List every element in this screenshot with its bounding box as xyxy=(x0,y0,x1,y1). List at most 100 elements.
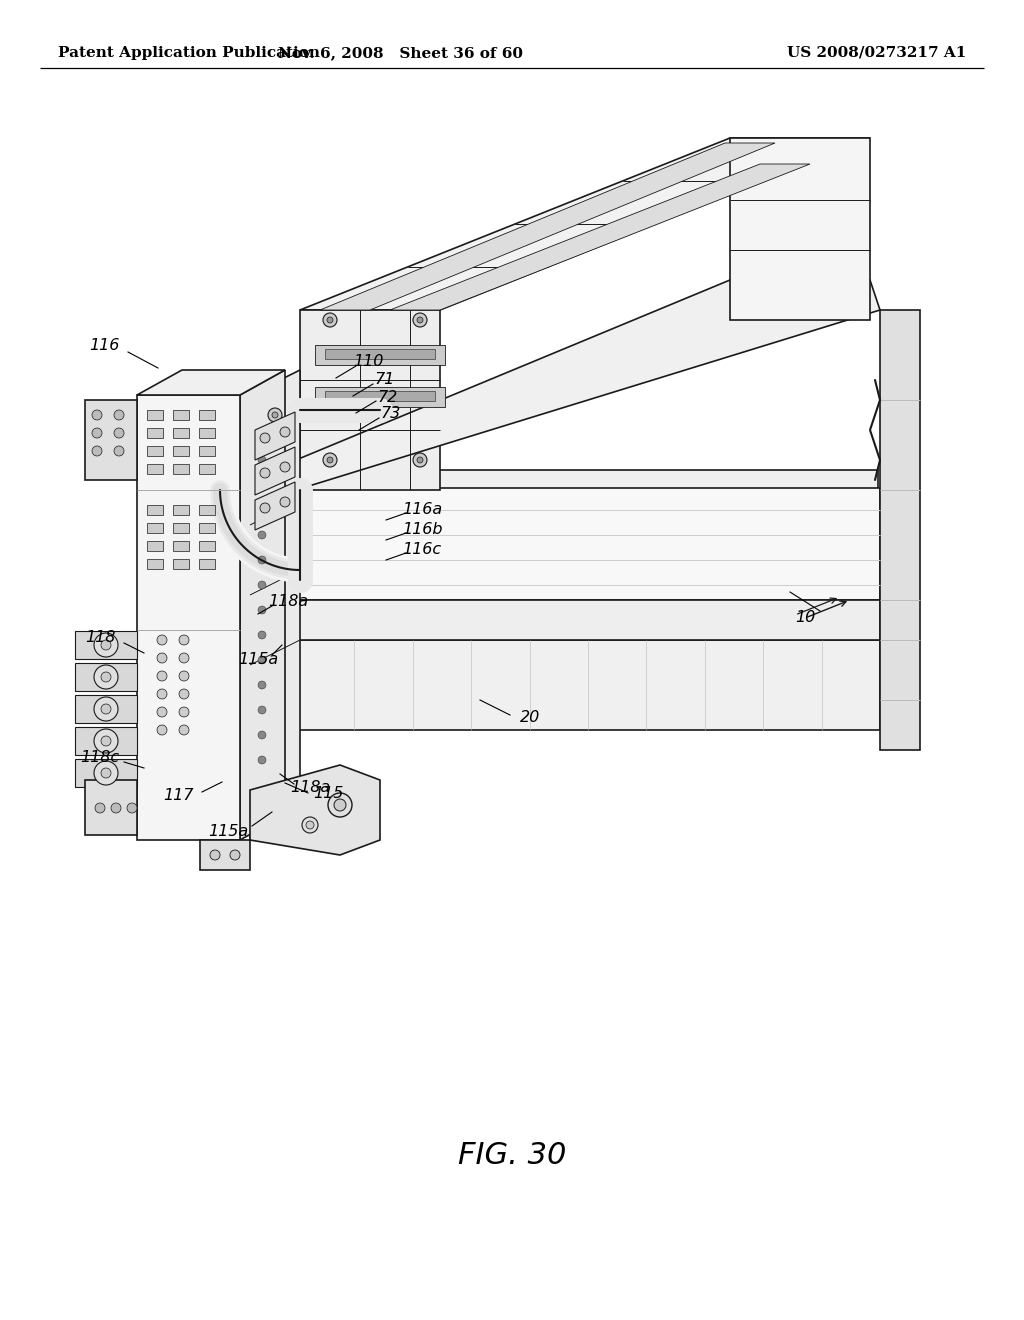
Circle shape xyxy=(111,803,121,813)
Bar xyxy=(199,428,215,438)
Circle shape xyxy=(258,581,266,589)
Circle shape xyxy=(258,531,266,539)
Circle shape xyxy=(157,708,167,717)
Circle shape xyxy=(260,503,270,513)
Polygon shape xyxy=(75,631,137,659)
Circle shape xyxy=(272,412,278,418)
Circle shape xyxy=(258,506,266,513)
Circle shape xyxy=(179,671,189,681)
Circle shape xyxy=(101,737,111,746)
Circle shape xyxy=(179,725,189,735)
Bar xyxy=(173,506,189,515)
Circle shape xyxy=(95,803,105,813)
Text: FIG. 30: FIG. 30 xyxy=(458,1140,566,1170)
Polygon shape xyxy=(75,759,137,787)
Circle shape xyxy=(328,793,352,817)
Circle shape xyxy=(327,457,333,463)
Circle shape xyxy=(179,653,189,663)
Text: 118a: 118a xyxy=(268,594,308,610)
Bar xyxy=(173,411,189,420)
Polygon shape xyxy=(390,164,810,310)
Circle shape xyxy=(258,706,266,714)
Circle shape xyxy=(92,411,102,420)
Text: 117: 117 xyxy=(163,788,194,804)
Circle shape xyxy=(92,446,102,455)
Bar xyxy=(147,541,163,550)
Circle shape xyxy=(302,817,318,833)
Circle shape xyxy=(258,631,266,639)
Circle shape xyxy=(114,411,124,420)
Circle shape xyxy=(260,469,270,478)
Circle shape xyxy=(210,850,220,861)
Bar xyxy=(147,523,163,533)
Polygon shape xyxy=(315,345,445,366)
Circle shape xyxy=(92,428,102,438)
Circle shape xyxy=(323,313,337,327)
Circle shape xyxy=(258,656,266,664)
Circle shape xyxy=(101,640,111,649)
Polygon shape xyxy=(255,447,295,495)
Polygon shape xyxy=(325,391,435,401)
Text: 116: 116 xyxy=(89,338,119,352)
Text: 110: 110 xyxy=(353,355,383,370)
Polygon shape xyxy=(298,470,878,531)
Circle shape xyxy=(258,455,266,465)
Circle shape xyxy=(258,480,266,488)
Polygon shape xyxy=(75,663,137,690)
Polygon shape xyxy=(730,139,870,319)
Circle shape xyxy=(157,689,167,700)
Circle shape xyxy=(157,671,167,681)
Bar xyxy=(199,465,215,474)
Polygon shape xyxy=(315,387,445,407)
Bar xyxy=(199,523,215,533)
Circle shape xyxy=(114,428,124,438)
Circle shape xyxy=(268,408,282,422)
Polygon shape xyxy=(296,280,880,490)
Text: 72: 72 xyxy=(378,389,398,404)
Circle shape xyxy=(94,697,118,721)
Text: 118c: 118c xyxy=(81,751,120,766)
Circle shape xyxy=(306,821,314,829)
Circle shape xyxy=(413,313,427,327)
Bar xyxy=(199,506,215,515)
Circle shape xyxy=(258,432,266,440)
Polygon shape xyxy=(137,395,240,840)
Circle shape xyxy=(280,426,290,437)
Bar xyxy=(147,506,163,515)
Text: 115a: 115a xyxy=(238,652,279,668)
Circle shape xyxy=(94,665,118,689)
Bar xyxy=(199,558,215,569)
Polygon shape xyxy=(137,370,285,395)
Circle shape xyxy=(157,635,167,645)
Circle shape xyxy=(230,850,240,861)
Circle shape xyxy=(157,725,167,735)
Circle shape xyxy=(417,317,423,323)
Bar xyxy=(199,541,215,550)
Polygon shape xyxy=(250,370,300,840)
Bar xyxy=(173,428,189,438)
Circle shape xyxy=(280,498,290,507)
Polygon shape xyxy=(880,310,920,750)
Circle shape xyxy=(258,756,266,764)
Polygon shape xyxy=(75,727,137,755)
Bar xyxy=(147,465,163,474)
Polygon shape xyxy=(255,412,295,459)
Polygon shape xyxy=(300,310,440,490)
Circle shape xyxy=(157,653,167,663)
Polygon shape xyxy=(240,370,285,840)
Text: 118a: 118a xyxy=(290,780,330,796)
Polygon shape xyxy=(200,840,250,870)
Text: Nov. 6, 2008   Sheet 36 of 60: Nov. 6, 2008 Sheet 36 of 60 xyxy=(278,46,522,59)
Circle shape xyxy=(179,689,189,700)
Bar xyxy=(199,446,215,455)
Bar xyxy=(173,541,189,550)
Text: 73: 73 xyxy=(381,407,401,421)
Circle shape xyxy=(179,708,189,717)
Polygon shape xyxy=(250,766,380,855)
Circle shape xyxy=(417,457,423,463)
Circle shape xyxy=(260,433,270,444)
Bar xyxy=(199,411,215,420)
Circle shape xyxy=(413,453,427,467)
Circle shape xyxy=(258,606,266,614)
Circle shape xyxy=(258,556,266,564)
